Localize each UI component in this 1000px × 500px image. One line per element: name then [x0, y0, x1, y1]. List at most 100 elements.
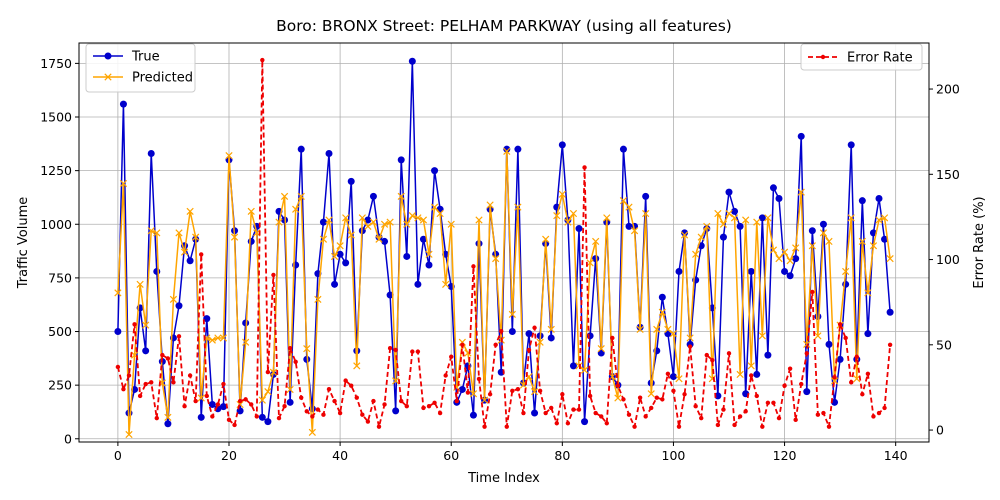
y-tick-label: 1000 — [40, 217, 72, 232]
data-point — [576, 407, 582, 412]
y-axis-right-ticks: 0 50 100 150 200 — [929, 82, 960, 438]
data-point — [880, 214, 889, 222]
data-point — [864, 289, 872, 297]
data-point — [771, 400, 776, 405]
series-layer — [114, 57, 894, 439]
data-point — [769, 246, 778, 254]
data-point — [837, 322, 843, 327]
data-point — [821, 410, 826, 416]
x-tick-label: 120 — [773, 448, 797, 463]
data-point — [180, 248, 189, 256]
data-point — [603, 214, 611, 222]
y-axis-left-ticks: 0 250 500 750 1000 1250 1500 1750 — [40, 56, 79, 446]
data-point — [786, 257, 794, 265]
data-point — [431, 167, 439, 175]
data-point — [475, 216, 483, 224]
data-point — [526, 347, 532, 353]
data-point — [503, 145, 511, 153]
data-point — [680, 231, 689, 239]
data-point — [287, 346, 293, 351]
data-point — [293, 359, 298, 365]
data-point — [169, 295, 178, 303]
data-point — [197, 394, 205, 402]
data-point — [137, 393, 143, 399]
series-predicted — [114, 147, 894, 439]
data-point — [393, 347, 398, 353]
data-point — [242, 319, 250, 327]
data-point — [297, 192, 305, 201]
data-point — [604, 421, 609, 426]
data-point — [432, 400, 437, 405]
data-point — [747, 362, 755, 370]
data-point — [508, 310, 516, 318]
data-point — [619, 145, 627, 153]
data-point — [414, 280, 422, 288]
data-point — [342, 214, 350, 222]
data-point — [232, 422, 237, 428]
data-point — [692, 250, 700, 258]
data-point — [126, 373, 132, 378]
data-point — [325, 216, 333, 224]
data-point — [599, 414, 604, 419]
data-point — [654, 395, 659, 400]
data-point — [247, 207, 255, 216]
data-point — [819, 220, 827, 228]
data-point — [797, 188, 805, 196]
data-point — [132, 322, 137, 327]
data-point — [297, 145, 305, 153]
data-point — [425, 261, 433, 269]
data-point — [754, 393, 759, 399]
data-point — [337, 410, 343, 416]
data-point — [610, 335, 615, 341]
data-point — [714, 209, 722, 218]
data-point — [369, 192, 377, 200]
data-point — [547, 325, 555, 334]
data-point — [581, 418, 589, 426]
x-tick-label: 0 — [114, 448, 122, 463]
data-point — [743, 409, 748, 414]
y2-tick-label: 100 — [936, 252, 960, 267]
data-point — [308, 428, 316, 436]
data-point — [237, 398, 243, 404]
data-point — [658, 293, 666, 301]
data-point — [164, 420, 172, 428]
data-point — [876, 410, 882, 416]
data-point — [208, 400, 216, 408]
data-point — [537, 388, 543, 394]
data-point — [371, 398, 376, 404]
data-point — [221, 381, 226, 387]
data-point — [721, 407, 726, 412]
y-tick-label: 1250 — [40, 163, 72, 178]
data-point — [336, 242, 344, 250]
data-point — [480, 396, 489, 404]
data-point — [487, 392, 493, 397]
plot-frame — [78, 42, 930, 443]
data-point — [331, 280, 339, 288]
data-point — [387, 346, 393, 351]
data-point — [792, 244, 800, 252]
x-tick-label: 100 — [662, 448, 686, 463]
data-point — [347, 177, 355, 185]
data-point — [693, 403, 698, 409]
data-point — [160, 352, 165, 358]
data-point — [814, 313, 822, 321]
legend-right: Error Rate — [800, 43, 923, 71]
data-point — [264, 387, 272, 396]
data-point — [204, 393, 209, 399]
data-point — [154, 415, 159, 421]
data-point — [403, 252, 411, 260]
data-point — [315, 407, 321, 412]
x-tick-label: 20 — [221, 448, 237, 463]
y-tick-label: 0 — [64, 431, 72, 446]
data-point — [492, 254, 500, 263]
chart-title: Boro: BRONX Street: PELHAM PARKWAY (usin… — [276, 17, 732, 35]
data-point — [447, 220, 455, 228]
data-point — [442, 280, 450, 288]
data-point — [847, 214, 855, 222]
data-point — [203, 315, 211, 323]
series-line — [117, 150, 891, 436]
data-point — [565, 421, 571, 426]
data-point — [704, 352, 709, 358]
data-point — [514, 203, 522, 211]
data-point — [592, 255, 600, 263]
